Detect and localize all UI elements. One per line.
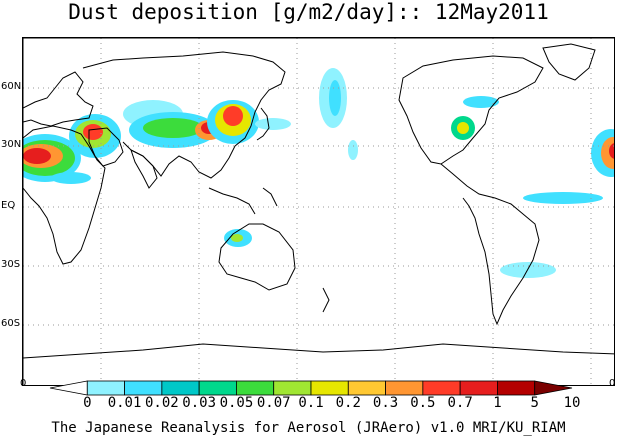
legend-swatch — [236, 380, 275, 396]
map-title: Dust deposition [g/m2/day]:: 12May2011 — [68, 0, 549, 24]
legend-labels: 0 0.01 0.02 0.03 0.05 0.07 0.1 0.2 0.3 0.5 0.7 1 5 10 — [0, 395, 617, 411]
scale-end-left: 0 — [20, 378, 27, 389]
legend-swatch — [422, 380, 461, 396]
lat-label-30n: 30N — [1, 139, 22, 150]
legend-label: 0.07 — [256, 395, 291, 411]
coastlines — [23, 43, 614, 359]
footer-credit: The Japanese Reanalysis for Aerosol (JRA… — [51, 420, 566, 436]
legend-label: 1 — [493, 395, 502, 411]
legend-swatch — [497, 380, 536, 396]
dust-field — [23, 68, 614, 278]
legend-swatch — [49, 380, 88, 396]
legend-label: 0.2 — [335, 395, 361, 411]
legend-swatch — [273, 380, 312, 396]
grid-lines — [23, 38, 614, 385]
lat-label-30s: 30S — [1, 259, 21, 270]
legend-label: 5 — [530, 395, 539, 411]
legend-swatch — [86, 380, 125, 396]
lat-label-60s: 60S — [1, 318, 21, 329]
legend-label: 0.3 — [372, 395, 399, 411]
legend-label: 0.01 — [107, 395, 142, 411]
legend-label: 0.1 — [298, 395, 324, 411]
legend-label: 0 — [83, 395, 92, 411]
legend-label: 0.05 — [219, 395, 254, 411]
legend-swatch — [161, 380, 200, 396]
legend-swatch — [459, 380, 498, 396]
legend-label: 0.02 — [144, 395, 179, 411]
legend-swatch — [534, 380, 573, 396]
world-map — [22, 37, 615, 386]
lat-label-eq: EQ — [1, 200, 16, 211]
legend-swatch — [310, 380, 349, 396]
lat-label-60n: 60N — [1, 81, 22, 92]
legend-label: 0.5 — [410, 395, 436, 411]
map-canvas — [23, 38, 614, 385]
legend-label: 10 — [563, 395, 581, 411]
scale-end-right: 0 — [609, 378, 616, 389]
legend-swatch — [198, 380, 237, 396]
legend-swatch — [385, 380, 424, 396]
legend-swatch — [347, 380, 386, 396]
legend-swatch — [124, 380, 163, 396]
legend-label: 0.7 — [447, 395, 473, 411]
legend-label: 0.03 — [182, 395, 216, 411]
color-legend — [49, 380, 573, 396]
